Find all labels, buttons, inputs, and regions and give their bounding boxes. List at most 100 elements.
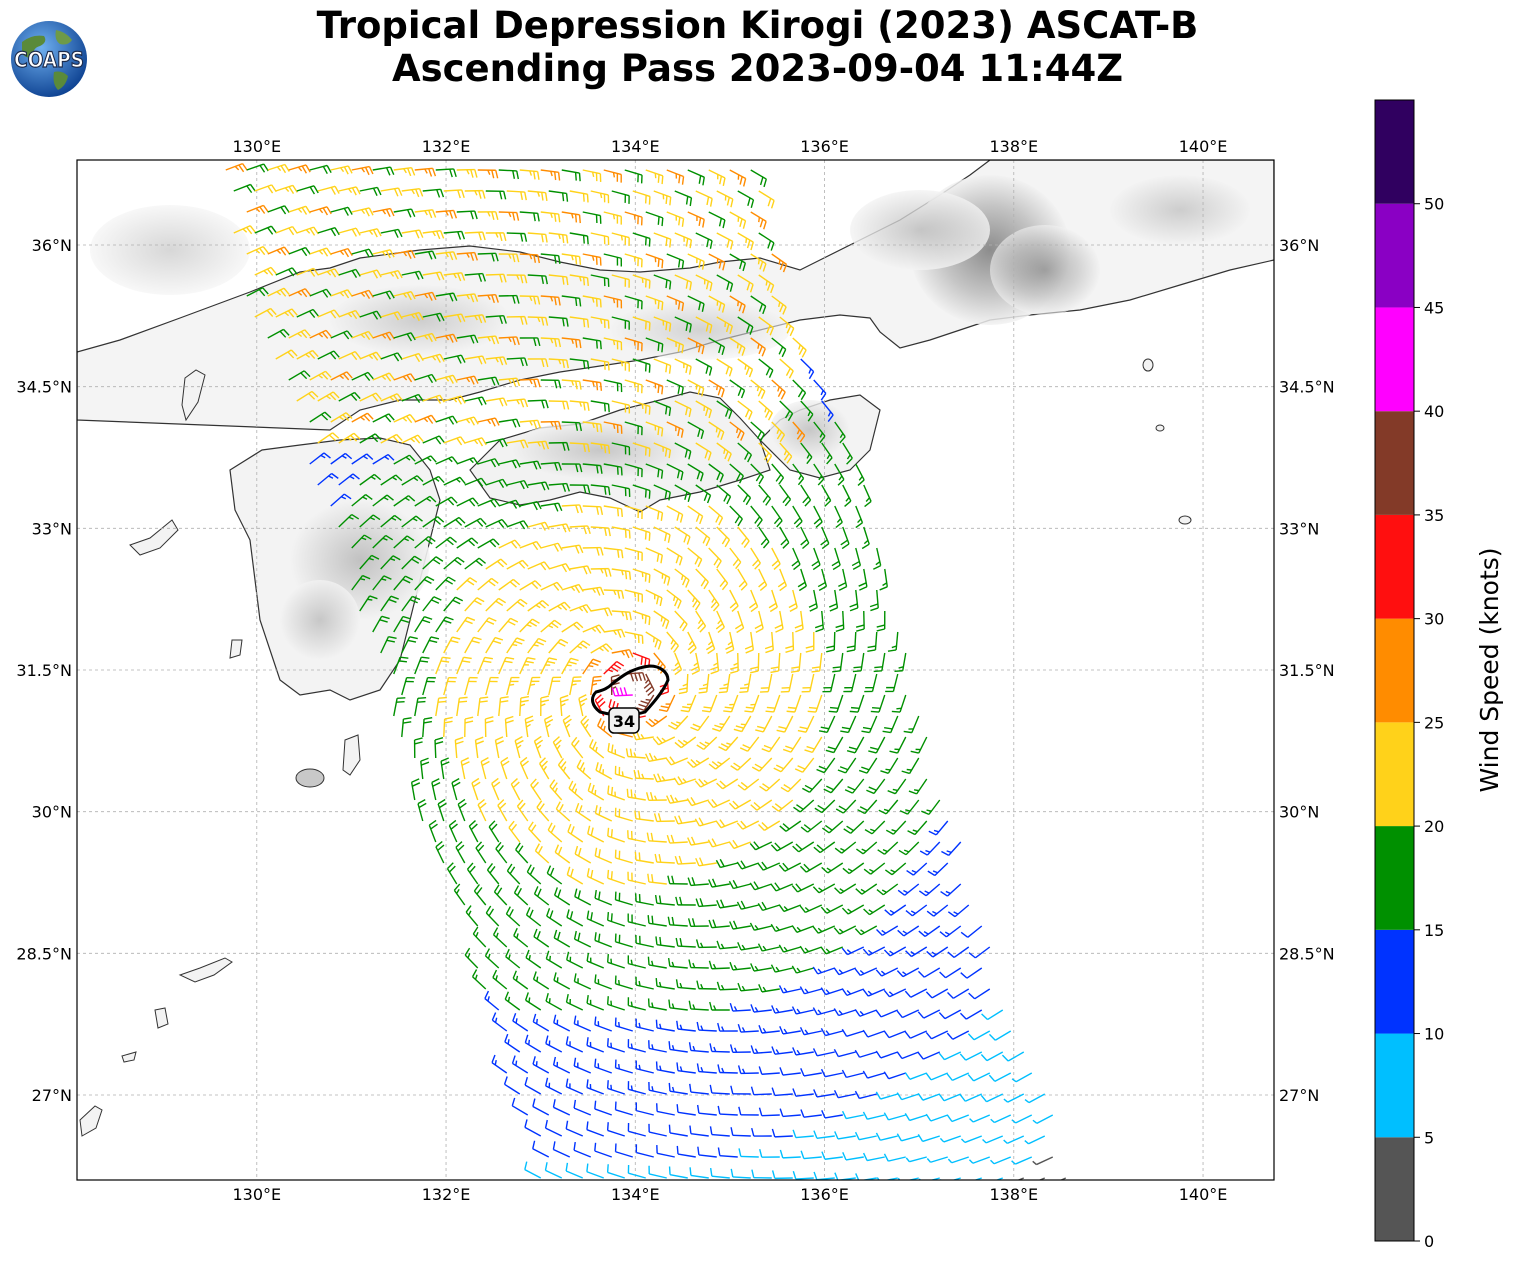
wind-barb bbox=[420, 757, 430, 780]
wind-barb bbox=[582, 624, 605, 634]
wind-barb bbox=[330, 452, 353, 465]
wind-barb bbox=[792, 1170, 814, 1180]
wind-barb bbox=[645, 547, 663, 564]
wind-barb bbox=[434, 737, 444, 759]
wind-barb bbox=[582, 658, 601, 675]
wind-barb bbox=[750, 1004, 772, 1013]
title-line-2: Ascending Pass 2023-09-04 11:44Z bbox=[391, 47, 1124, 90]
wind-barb bbox=[635, 1060, 654, 1074]
wind-barb bbox=[773, 757, 794, 773]
wind-barb bbox=[413, 737, 423, 759]
wind-barb bbox=[401, 187, 424, 198]
wind-barb bbox=[771, 295, 787, 315]
wind-barb bbox=[708, 757, 731, 770]
wind-barb bbox=[695, 442, 712, 461]
wind-barb bbox=[653, 442, 672, 459]
wind-barb bbox=[758, 820, 781, 831]
wind-barb bbox=[647, 915, 667, 927]
wind-barb bbox=[1032, 1114, 1054, 1124]
wind-barb bbox=[668, 1124, 688, 1137]
wind-barb bbox=[885, 673, 899, 693]
wind-barb bbox=[625, 748, 646, 759]
wind-barb bbox=[527, 274, 548, 285]
wind-barb bbox=[759, 1148, 780, 1158]
wind-barb bbox=[854, 1090, 877, 1100]
wind-barb bbox=[841, 904, 865, 915]
wind-barb bbox=[876, 883, 899, 896]
wind-barb bbox=[422, 636, 440, 654]
wind-barb bbox=[471, 969, 487, 990]
wind-barb bbox=[648, 1165, 667, 1179]
wind-barb bbox=[804, 736, 823, 754]
wind-barb bbox=[422, 516, 445, 528]
wind-barb bbox=[812, 1007, 835, 1016]
wind-barb bbox=[624, 631, 644, 644]
wind-barb bbox=[750, 421, 765, 442]
wind-barb bbox=[1011, 1114, 1033, 1124]
wind-barb bbox=[569, 400, 590, 411]
wind-barb bbox=[674, 526, 691, 545]
wind-barb bbox=[443, 516, 466, 528]
wind-barb bbox=[317, 391, 340, 402]
wind-barb bbox=[624, 169, 643, 184]
wind-barb bbox=[498, 459, 521, 469]
wind-barb bbox=[908, 778, 928, 795]
wind-barb bbox=[254, 184, 277, 194]
wind-barb bbox=[635, 976, 654, 990]
lat-tick-label-right: 31.5°N bbox=[1279, 661, 1335, 680]
wind-barb bbox=[519, 337, 541, 347]
wind-barb bbox=[553, 929, 571, 948]
wind-barb bbox=[532, 1013, 550, 1032]
wind-barb bbox=[695, 610, 707, 633]
wind-barb bbox=[946, 1072, 970, 1082]
wind-barb bbox=[887, 631, 899, 652]
wind-barb bbox=[614, 849, 633, 864]
wind-barb bbox=[755, 715, 773, 733]
wind-barb bbox=[905, 1156, 927, 1163]
wind-barb bbox=[422, 676, 436, 696]
wind-barb bbox=[632, 610, 651, 626]
wind-barb bbox=[896, 1092, 919, 1101]
wind-barb bbox=[590, 675, 602, 696]
wind-barb bbox=[807, 694, 823, 713]
wind-barb bbox=[771, 1128, 793, 1138]
wind-barb bbox=[393, 697, 406, 717]
wind-barb bbox=[540, 169, 561, 181]
wind-barb bbox=[938, 1093, 962, 1102]
wind-barb bbox=[812, 925, 836, 934]
wind-barb bbox=[317, 472, 339, 486]
wind-barb bbox=[708, 919, 730, 929]
wind-barb bbox=[607, 911, 625, 927]
wind-barb bbox=[854, 1049, 877, 1058]
wind-barb bbox=[464, 189, 486, 199]
wind-barb bbox=[833, 925, 857, 935]
wind-barb bbox=[544, 1162, 563, 1179]
wind-barb bbox=[338, 473, 360, 486]
wind-barb bbox=[737, 526, 750, 548]
wind-barb bbox=[477, 498, 500, 508]
wind-barb bbox=[897, 925, 920, 937]
wind-barb bbox=[875, 1009, 899, 1018]
wind-barb bbox=[359, 310, 382, 320]
wind-barb bbox=[653, 190, 672, 206]
lat-tick-label-right: 28.5°N bbox=[1279, 944, 1335, 963]
wind-barb bbox=[750, 505, 763, 527]
wind-barb bbox=[477, 577, 499, 591]
wind-barb bbox=[708, 211, 726, 229]
wind-barb bbox=[359, 269, 382, 279]
wind-barb bbox=[709, 1084, 730, 1095]
wind-barb bbox=[372, 290, 395, 300]
wind-barb bbox=[443, 676, 457, 696]
wind-barb bbox=[792, 1047, 814, 1056]
wind-barb bbox=[514, 736, 524, 759]
wind-barb bbox=[675, 896, 696, 906]
wind-barb bbox=[288, 164, 311, 174]
wind-barb bbox=[393, 575, 414, 591]
wind-barb bbox=[414, 575, 435, 591]
wind-barb bbox=[757, 943, 780, 952]
wind-barb bbox=[947, 904, 970, 918]
wind-barb bbox=[519, 500, 542, 511]
wind-barb bbox=[565, 1120, 584, 1137]
wind-barb bbox=[627, 1081, 646, 1095]
wind-barb bbox=[464, 557, 486, 570]
